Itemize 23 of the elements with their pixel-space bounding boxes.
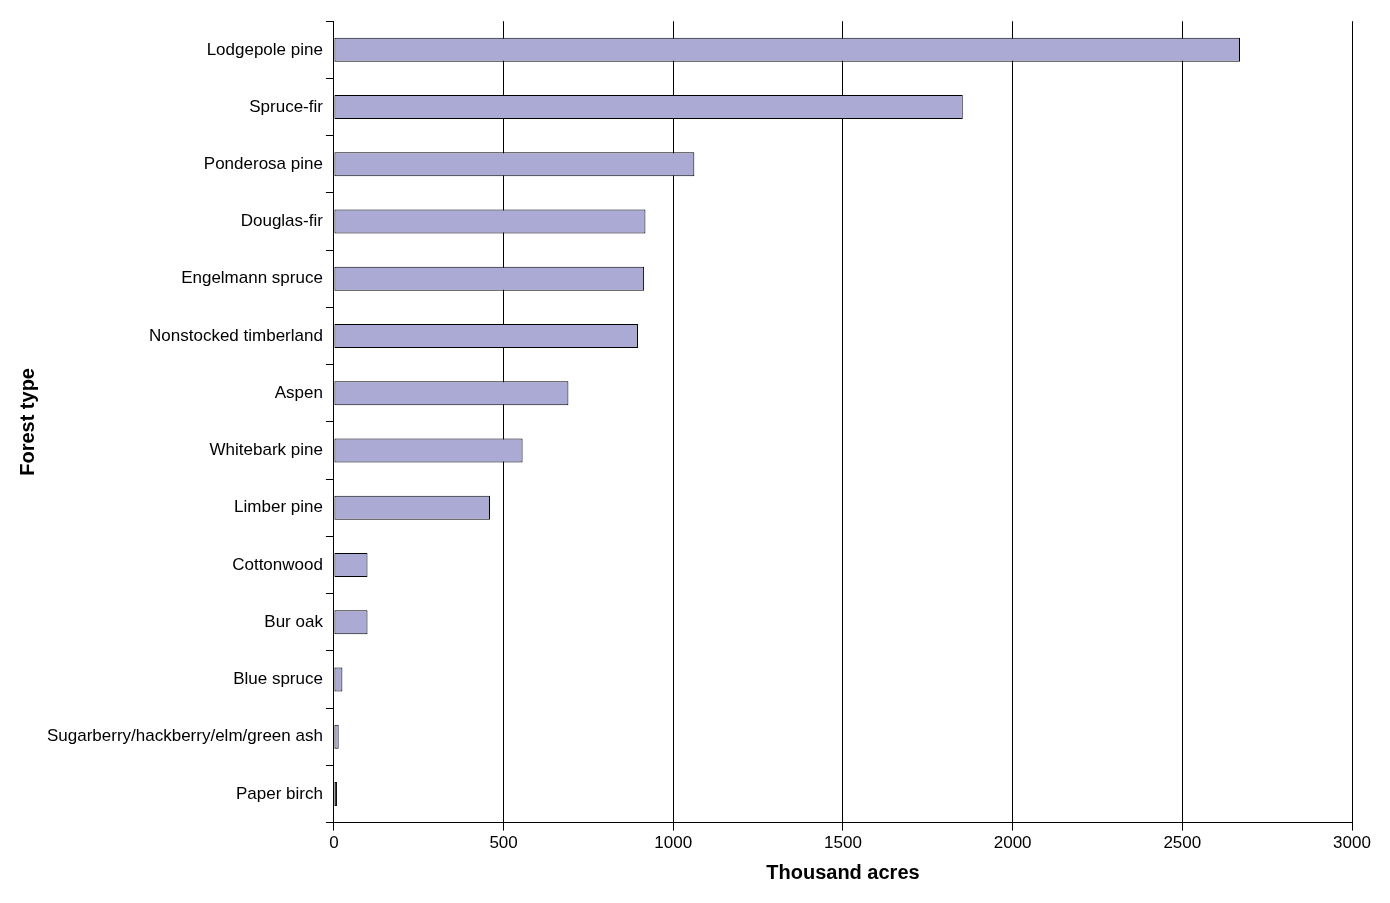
y-tick-label: Sugarberry/hackberry/elm/green ash (46, 726, 323, 746)
y-tick-label: Blue spruce (233, 669, 323, 689)
x-tick-label: 2000 (993, 833, 1032, 853)
y-tick-label: Nonstocked timberland (149, 325, 323, 345)
x-tick-label: 3000 (1333, 833, 1371, 853)
x-tick-label: 1500 (824, 833, 862, 853)
y-tick-label: Whitebark pine (209, 440, 323, 460)
y-tick-label: Ponderosa pine (203, 153, 323, 173)
y-tick-label: Douglas-fir (240, 211, 324, 231)
y-tick-label: Cottonwood (232, 554, 323, 574)
y-tick-label: Paper birch (235, 783, 323, 803)
x-tick-label: 500 (489, 833, 518, 853)
x-axis-title: Thousand acres (766, 860, 920, 883)
y-tick-label: Limber pine (234, 497, 323, 517)
y-tick-label: Engelmann spruce (181, 268, 323, 288)
x-tick-label: 0 (329, 833, 339, 853)
y-tick-label: Lodgepole pine (206, 39, 323, 59)
y-tick-label: Bur oak (264, 611, 324, 631)
y-axis-title: Forest type (15, 367, 38, 476)
y-tick-label: Spruce-fir (249, 96, 324, 116)
x-tick-label: 1000 (654, 833, 693, 853)
x-tick-label: 2500 (1163, 833, 1202, 853)
y-tick-label: Aspen (274, 382, 323, 402)
